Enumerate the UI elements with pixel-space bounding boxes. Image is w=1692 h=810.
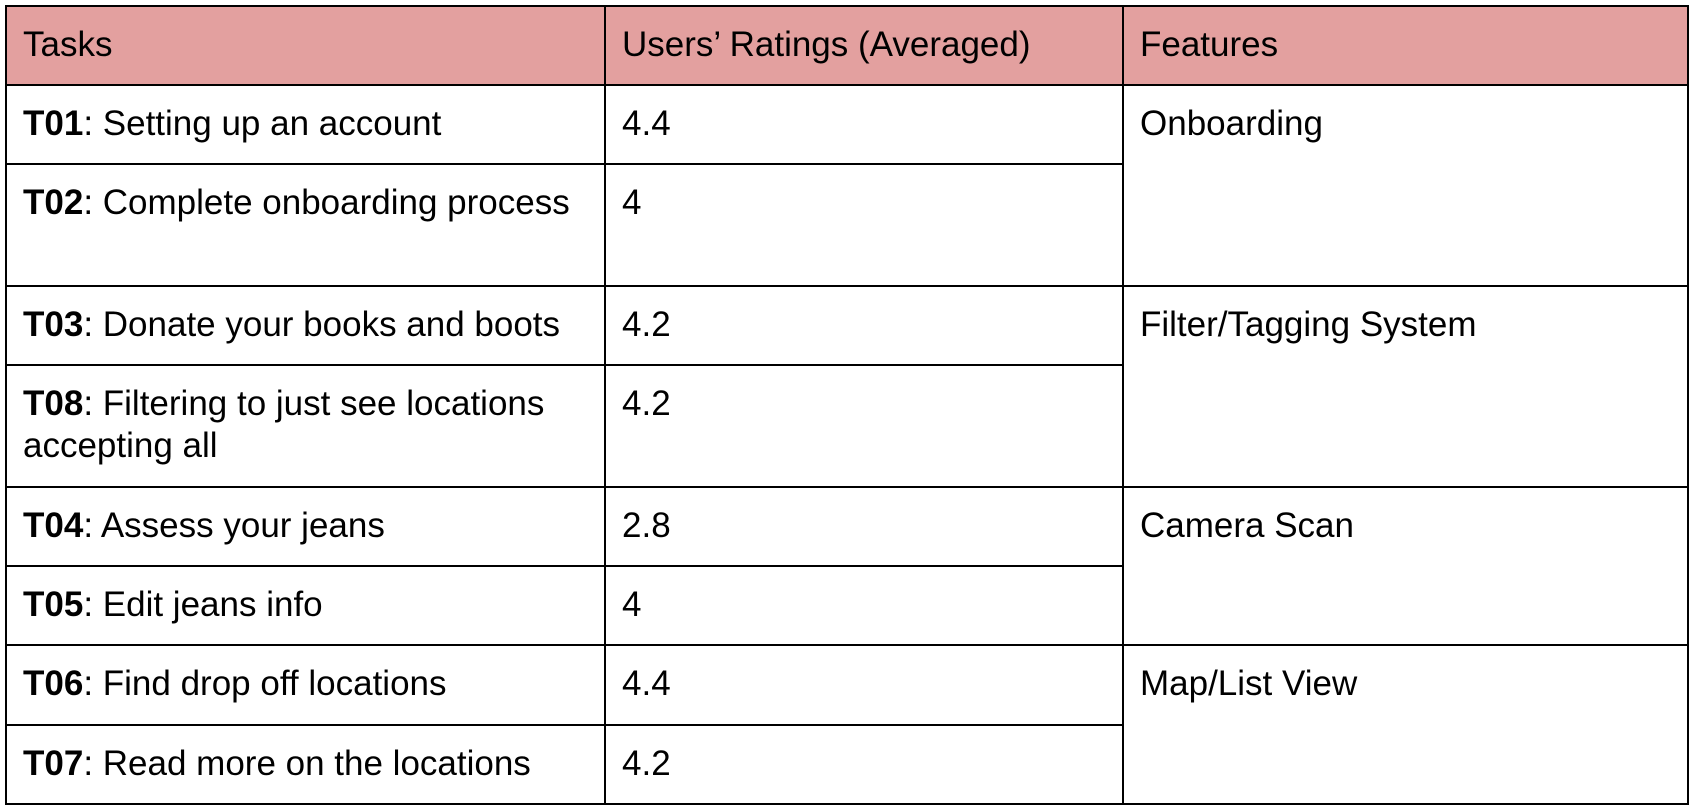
rating-cell: 4.2 <box>604 723 1124 806</box>
task-id: T07 <box>23 743 84 783</box>
task-id: T06 <box>23 664 84 704</box>
header-tasks: Tasks <box>5 5 606 86</box>
rating-cell: 4.4 <box>604 644 1124 726</box>
task-cell: T01: Setting up an account <box>5 83 606 166</box>
task-id: T08 <box>23 384 84 424</box>
task-cell: T04: Assess your jeans <box>5 485 606 567</box>
rating-cell: 4.2 <box>604 364 1124 488</box>
task-description: Donate your books and boots <box>93 304 561 344</box>
task-separator: : <box>83 584 94 624</box>
task-separator: : <box>83 384 94 424</box>
table-row: T08: Filtering to just see locations acc… <box>5 364 1688 488</box>
task-cell: T08: Filtering to just see locations acc… <box>5 364 606 488</box>
header-ratings: Users’ Ratings (Averaged) <box>604 5 1124 86</box>
task-cell: T06: Find drop off locations <box>5 644 606 726</box>
task-description: Complete onboarding process <box>93 183 570 223</box>
task-separator: : <box>83 664 94 704</box>
feature-cell: Filter/Tagging System <box>1122 284 1689 488</box>
task-separator: : <box>83 743 94 783</box>
task-separator: : <box>83 505 94 545</box>
ratings-table: Tasks Users’ Ratings (Averaged) Features… <box>5 5 1689 806</box>
task-description: Read more on the locations <box>93 743 531 783</box>
task-id: T03 <box>23 304 84 344</box>
header-features: Features <box>1122 5 1689 86</box>
rating-cell: 4 <box>604 163 1124 287</box>
feature-cell: Camera Scan <box>1122 485 1689 647</box>
task-separator: : <box>83 104 94 143</box>
task-separator: : <box>83 304 94 344</box>
task-separator: : <box>83 183 94 223</box>
feature-cell: Onboarding <box>1122 84 1689 287</box>
task-description: Assess your jeans <box>93 505 385 545</box>
rating-cell: 4.2 <box>604 284 1124 367</box>
rating-cell: 4.4 <box>604 83 1124 166</box>
task-description: Find drop off locations <box>93 664 447 704</box>
table-row: T05: Edit jeans info 4 <box>5 564 1688 647</box>
table-row: T01: Setting up an account 4.4 Onboardin… <box>5 83 1689 287</box>
table-row: T04: Assess your jeans 2.8 Camera Scan <box>5 485 1689 647</box>
rating-cell: 2.8 <box>604 485 1124 567</box>
table-row: T02: Complete onboarding process 4 <box>5 163 1688 287</box>
feature-cell: Map/List View <box>1122 644 1689 805</box>
task-id: T05 <box>23 584 84 624</box>
header-row: Tasks Users’ Ratings (Averaged) Features <box>5 5 1689 86</box>
task-description: Filtering to just see locations acceptin… <box>23 384 545 466</box>
table-row: T06: Find drop off locations 4.4 Map/Lis… <box>5 644 1689 805</box>
task-cell: T02: Complete onboarding process <box>5 163 606 287</box>
task-id: T02 <box>23 183 84 223</box>
task-id: T04 <box>23 505 84 545</box>
table-row: T03: Donate your books and boots 4.2 Fil… <box>5 284 1689 488</box>
task-cell: T05: Edit jeans info <box>5 564 606 647</box>
task-id: T01 <box>23 104 84 143</box>
task-cell: T07: Read more on the locations <box>5 723 606 806</box>
task-description: Edit jeans info <box>93 584 323 624</box>
table-row: T07: Read more on the locations 4.2 <box>5 723 1688 806</box>
rating-cell: 4 <box>604 564 1124 647</box>
task-cell: T03: Donate your books and boots <box>5 284 606 367</box>
task-description: Setting up an account <box>93 104 442 143</box>
